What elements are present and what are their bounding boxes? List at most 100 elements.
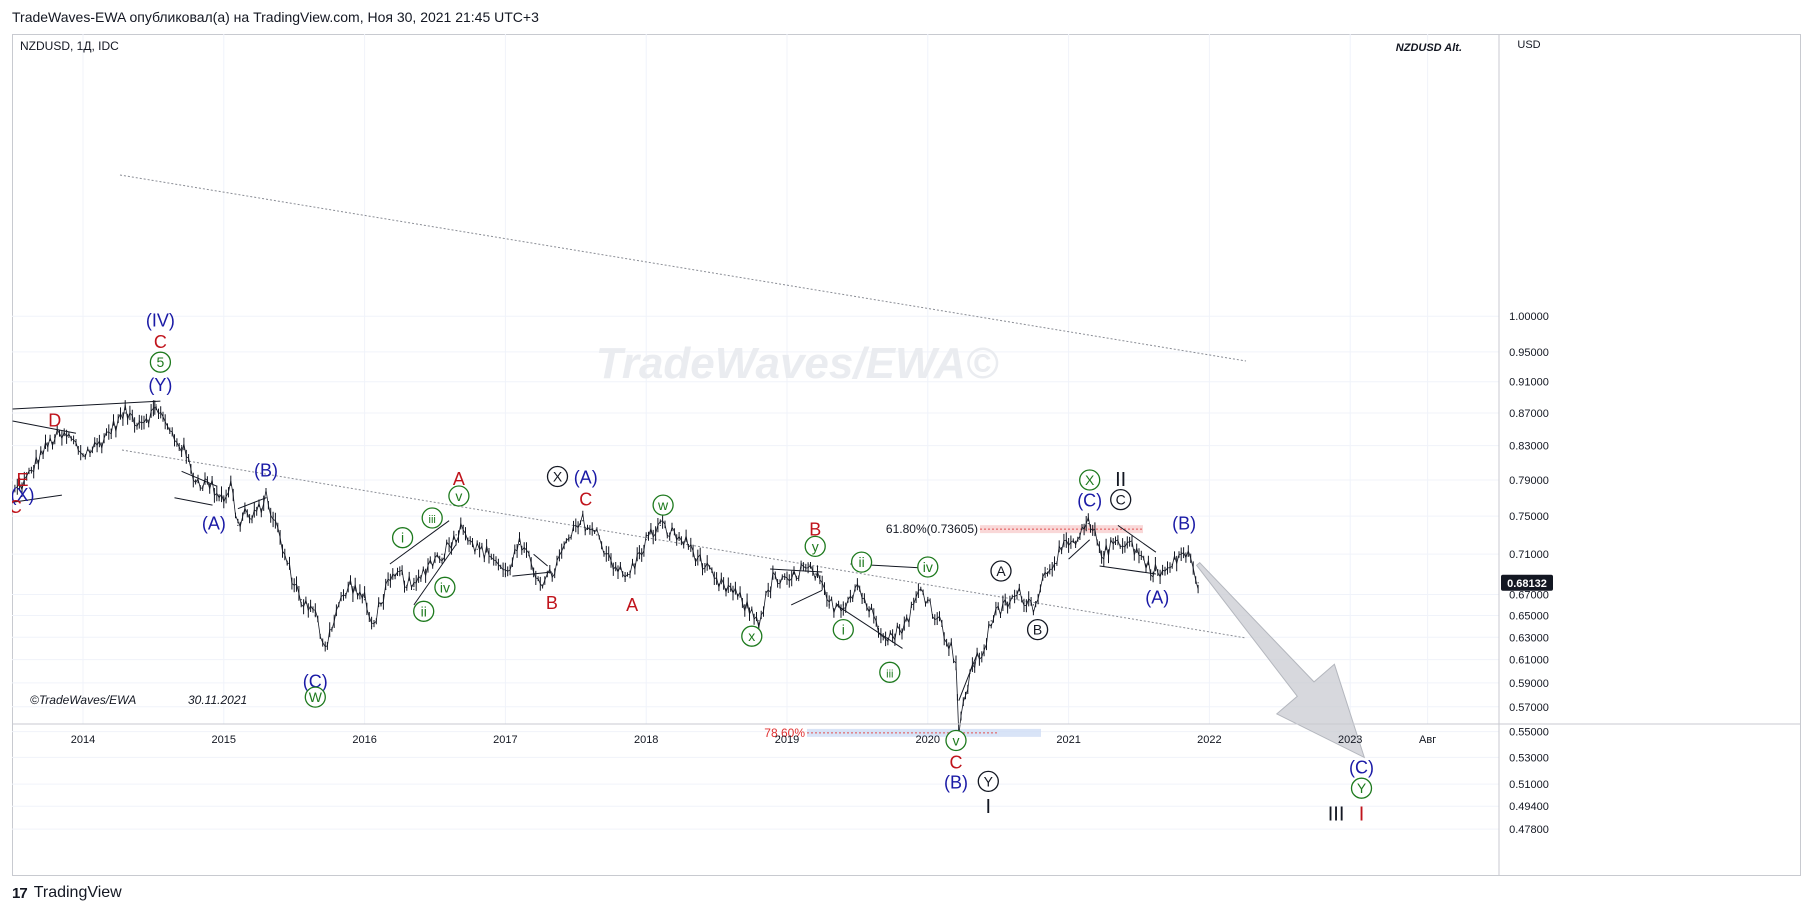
wave-label-text: C [12,497,22,517]
wave-label-text: Y [984,773,994,789]
price-point [1004,604,1006,606]
price-point [1169,568,1171,570]
time-tick-label: 2016 [352,734,376,746]
price-point [181,445,183,447]
wave-label-circle [434,576,456,598]
price-point [1103,553,1105,555]
structure-line [413,544,457,606]
wave-label-text: W [309,689,323,705]
price-point [673,534,676,536]
price-point [413,588,415,590]
wave-label-circle [832,618,854,641]
price-point [800,568,802,570]
price-point [155,404,157,406]
wave-label-circle [945,729,967,752]
structure-line [12,420,77,434]
time-tick-label: 2020 [916,734,940,746]
price-point [1018,593,1020,596]
wave-label-text: I [986,796,992,818]
wave-label-text: iii [429,514,436,526]
wave-label: I [986,796,992,818]
price-point [427,563,429,565]
price-point [645,539,647,541]
price-point [927,599,929,601]
last-price-value: 0.68132 [1507,578,1547,590]
wave-label-text: D [48,410,61,430]
time-tick-label: 2022 [1197,734,1221,746]
wave-label: E [16,470,28,490]
price-tick-label: 0.95000 [1509,347,1549,359]
price-point [441,553,443,555]
wave-label-text: (C) [1349,758,1374,778]
price-point [223,497,225,499]
price-point [166,428,169,430]
price-point [955,659,957,661]
wave-label: (C) [1349,758,1374,778]
wave-label-text: Y [1357,780,1367,796]
price-point [364,599,366,601]
wave-label-text: ii [858,554,864,570]
wave-label-text: C [950,752,963,772]
wave-label: (B) [944,772,968,792]
tradingview-logo-icon: 17 [12,884,28,902]
wave-label: i [832,618,854,641]
currency-label: USD [1517,39,1540,51]
wave-label: x [741,625,763,647]
structure-line [174,497,213,506]
price-tick-label: 0.87000 [1509,408,1549,420]
price-point [814,573,816,575]
price-point [385,588,387,590]
price-point [990,620,992,622]
wave-label-text: E [16,470,28,490]
price-point [906,620,908,622]
wave-label: ii [413,600,435,622]
time-tick-label: 2018 [634,734,658,746]
time-axis[interactable]: 2014 2015 2016 2017 2018 2019 2020 2021 2022 2023… [71,734,1436,746]
wave-label-circle [1110,488,1132,511]
price-point [82,453,84,455]
price-point [659,524,661,526]
price-tick-label: 0.67000 [1509,589,1549,601]
price-point [237,524,239,526]
wave-label: B [1026,618,1049,641]
wave-label-text: C [1116,492,1126,508]
price-point [68,436,70,438]
price-point [842,604,844,606]
structure-line [389,520,450,565]
price-point [251,520,253,522]
wave-label: iii [421,507,443,529]
price-point [941,625,943,627]
symbol-info[interactable]: NZDUSD, 1Д, IDC [20,39,119,53]
wave-label: (C) [1077,491,1102,511]
wave-label: (X) [12,485,35,505]
forecast-arrow-shape [1195,562,1366,759]
price-point [744,604,746,606]
wave-label: i [391,527,414,549]
tradingview-footer[interactable]: 17 TradingView [12,884,122,902]
price-point [476,548,478,550]
price-bars [12,400,1199,742]
price-point [863,599,866,601]
price-tick-label: 0.51000 [1509,779,1549,791]
wave-label-text: A [996,563,1006,579]
fib-levels [807,525,1143,737]
price-point [1180,551,1182,553]
wave-label-circle [304,686,326,708]
wave-label-text: 5 [157,354,165,370]
price-point [533,568,535,570]
price-point [624,578,626,580]
wave-label: (A) [202,514,226,534]
date-stamp: 30.11.2021 [188,693,247,707]
price-axis[interactable]: 1.00000 0.95000 0.91000 0.87000 0.83000 0.790… [1509,311,1549,836]
wave-label: C [579,490,592,510]
chart-area[interactable]: TradeWaves/EWA© 61.80%(0.73605) 78.60% (… [12,34,1801,876]
wave-label-circle [652,494,674,516]
fib-lower-label: 78.60% [764,726,805,740]
structure-line [12,400,161,410]
price-point [582,520,584,522]
price-tick-label: 0.91000 [1509,377,1549,389]
tradingview-brand: TradingView [33,884,122,901]
wave-label-text: B [546,593,558,613]
wave-label-circle [917,556,939,578]
